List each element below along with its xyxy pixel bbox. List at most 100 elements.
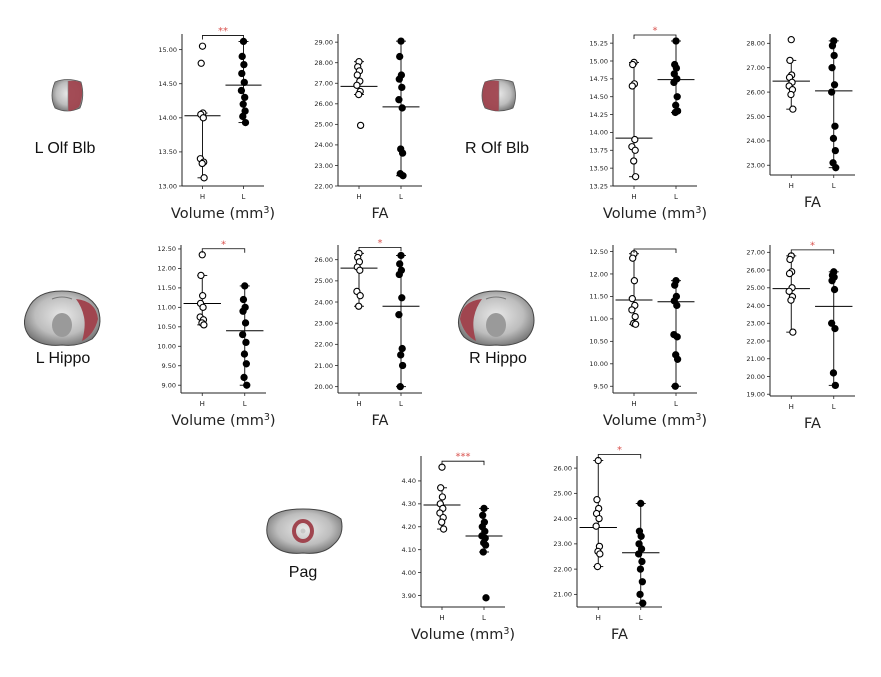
data-point-l xyxy=(395,75,403,83)
y-tick-label: 24.00 xyxy=(553,515,572,523)
data-point-h xyxy=(787,296,795,304)
data-point-l xyxy=(399,172,407,180)
y-tick-label: 27.00 xyxy=(314,80,333,88)
data-point-h xyxy=(438,493,447,501)
data-point-l xyxy=(635,550,643,558)
data-point-l xyxy=(396,52,404,61)
significance-stars: * xyxy=(378,238,383,249)
y-tick-label: 13.25 xyxy=(589,182,608,190)
y-tick-label: 14.25 xyxy=(589,111,608,119)
data-point-l xyxy=(395,311,403,319)
data-point-l xyxy=(241,118,250,127)
panel-r-olf-volume: 13.25 13.50 13.75 14.00 14.25 14.50 14.75 15.00… xyxy=(589,26,707,223)
data-point-h xyxy=(356,121,365,130)
data-point-l xyxy=(238,69,246,78)
y-tick-label: 12.00 xyxy=(589,270,608,278)
y-tick-label: 11.50 xyxy=(157,284,176,292)
data-point-h xyxy=(629,60,637,69)
x-axis-label-superscript: 3 xyxy=(503,626,509,637)
olf-bulb-left-thumbnail xyxy=(51,79,84,112)
group-label-l: L xyxy=(674,193,678,201)
y-tick-label: 10.00 xyxy=(157,343,176,351)
y-tick-label: 25.00 xyxy=(746,113,765,121)
y-tick-label: 22.00 xyxy=(314,182,333,190)
x-axis-label-superscript: 3 xyxy=(695,205,701,216)
data-point-l xyxy=(241,319,250,327)
y-tick-label: 22.00 xyxy=(314,341,333,349)
y-tick-label: 20.00 xyxy=(314,383,333,391)
panel-l-hippo-fa: 20.00 21.00 22.00 23.00 24.00 25.00 26.00 H L FA * xyxy=(314,238,422,429)
data-point-h xyxy=(593,496,601,504)
region-label-r-hippo: R Hippo xyxy=(469,350,527,367)
data-point-h xyxy=(198,159,206,168)
data-point-l xyxy=(637,532,645,540)
data-point-l xyxy=(831,146,839,155)
y-tick-label: 23.00 xyxy=(553,540,572,548)
y-tick-label: 26.00 xyxy=(746,266,765,274)
y-tick-label: 14.75 xyxy=(589,75,608,83)
y-tick-label: 4.30 xyxy=(402,500,416,508)
data-point-h xyxy=(628,306,636,314)
y-tick-label: 23.00 xyxy=(314,319,333,327)
data-point-l xyxy=(828,319,836,327)
data-point-l xyxy=(636,565,645,573)
data-point-l xyxy=(240,60,248,69)
comparison-bracket xyxy=(633,248,677,253)
y-tick-label: 21.00 xyxy=(553,591,572,599)
data-point-h xyxy=(593,562,602,571)
panel-l-hippo-volume: 9.00 9.50 10.00 10.50 11.00 11.50 12.00 12.50 H L… xyxy=(157,239,275,429)
hippo-right-thumbnail xyxy=(458,290,535,346)
data-point-l xyxy=(673,301,681,310)
x-axis-label: FA xyxy=(804,195,821,211)
y-tick-label: 27.00 xyxy=(746,249,765,257)
data-point-l xyxy=(241,93,249,102)
y-tick-label: 21.00 xyxy=(746,355,765,363)
y-tick-label: 11.00 xyxy=(157,304,176,312)
x-axis-label-suffix: ) xyxy=(701,206,707,222)
x-axis-label: Volume (mm3) xyxy=(411,626,515,644)
y-tick-label: 13.50 xyxy=(589,164,608,172)
data-point-l xyxy=(831,324,839,333)
y-tick-label: 10.00 xyxy=(589,360,608,368)
data-point-l xyxy=(398,104,406,112)
data-point-l xyxy=(398,83,406,92)
data-point-l xyxy=(242,338,250,347)
y-tick-label: 29.00 xyxy=(314,38,333,46)
panel-r-hippo-volume: 9.50 10.00 10.50 11.00 11.50 12.00 12.50 H L Volu… xyxy=(589,245,707,429)
x-axis-label: FA xyxy=(372,413,389,429)
y-tick-label: 15.00 xyxy=(158,46,177,54)
y-tick-label: 28.00 xyxy=(314,59,333,67)
region-label-pag: Pag xyxy=(289,564,317,581)
data-point-l xyxy=(239,112,247,121)
y-tick-label: 13.75 xyxy=(589,147,608,155)
data-point-l xyxy=(828,88,836,96)
group-label-l: L xyxy=(482,614,486,622)
panel-r-hippo-fa: 19.00 20.00 21.00 22.00 23.00 24.00 25.00 26.00… xyxy=(746,240,855,432)
y-tick-label: 12.00 xyxy=(157,265,176,273)
y-tick-label: 9.00 xyxy=(162,382,176,390)
data-point-l xyxy=(395,270,403,279)
data-point-l xyxy=(237,86,246,95)
data-point-l xyxy=(243,381,251,389)
group-label-l: L xyxy=(832,403,836,411)
data-point-l xyxy=(396,260,404,268)
data-point-l xyxy=(638,578,646,586)
significance-bracket xyxy=(633,34,677,39)
y-tick-label: 3.90 xyxy=(402,592,416,600)
data-point-l xyxy=(831,381,839,390)
y-tick-label: 23.00 xyxy=(746,320,765,328)
data-point-h xyxy=(355,90,363,99)
data-point-h xyxy=(787,36,795,44)
y-tick-label: 13.50 xyxy=(158,148,177,156)
data-point-l xyxy=(395,96,403,104)
data-point-h xyxy=(596,550,604,558)
x-axis-label-suffix: ) xyxy=(509,627,515,643)
region-label-r-olf-blb: R Olf Blb xyxy=(465,140,529,157)
y-tick-label: 25.00 xyxy=(314,121,333,129)
group-label-h: H xyxy=(200,400,205,408)
y-tick-label: 15.00 xyxy=(589,57,608,65)
data-point-h xyxy=(439,525,448,533)
data-point-h xyxy=(437,484,445,492)
y-tick-label: 25.00 xyxy=(746,284,765,292)
